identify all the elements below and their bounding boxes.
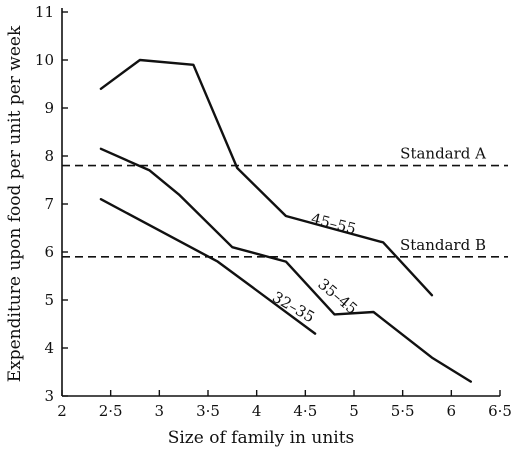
reference-line-label: Standard B <box>400 236 486 254</box>
series-label: 32–35 <box>269 288 318 326</box>
y-tick-label: 10 <box>35 51 54 69</box>
axes: 2 2·5 3 3·5 4 4·5 5 5·5 6 6·5 3 4 5 6 7 8 9 10 11 <box>35 3 512 420</box>
x-tick-label: 6·5 <box>488 402 512 420</box>
y-axis-title: Expenditure upon food per unit per week <box>5 25 25 382</box>
x-tick-label: 5·5 <box>391 402 415 420</box>
y-tick-label: 11 <box>35 3 54 21</box>
y-tick-label: 9 <box>44 99 54 117</box>
y-tick-label: 6 <box>44 243 54 261</box>
x-axis-title: Size of family in units <box>168 428 355 448</box>
x-tick-label: 4·5 <box>293 402 317 420</box>
x-tick-label: 6 <box>447 402 457 420</box>
y-tick-label: 8 <box>44 147 54 165</box>
reference-lines: Standard A Standard B <box>62 145 508 258</box>
y-tick-label: 4 <box>44 339 54 357</box>
series-label: 35–45 <box>314 275 361 318</box>
series-line <box>99 147 472 383</box>
x-tick-label: 2·5 <box>99 402 123 420</box>
reference-line-label: Standard A <box>400 145 486 163</box>
x-tick-label: 4 <box>252 402 262 420</box>
x-tick-label: 3·5 <box>196 402 220 420</box>
series-line <box>99 58 434 297</box>
y-tick-label: 7 <box>44 195 54 213</box>
series-label: 45–55 <box>309 210 358 239</box>
y-tick-label: 3 <box>44 387 54 405</box>
series-line <box>99 197 317 335</box>
y-tick-label: 5 <box>44 291 54 309</box>
x-tick-label: 2 <box>57 402 67 420</box>
x-tick-label: 3 <box>155 402 165 420</box>
x-tick-label: 5 <box>349 402 359 420</box>
